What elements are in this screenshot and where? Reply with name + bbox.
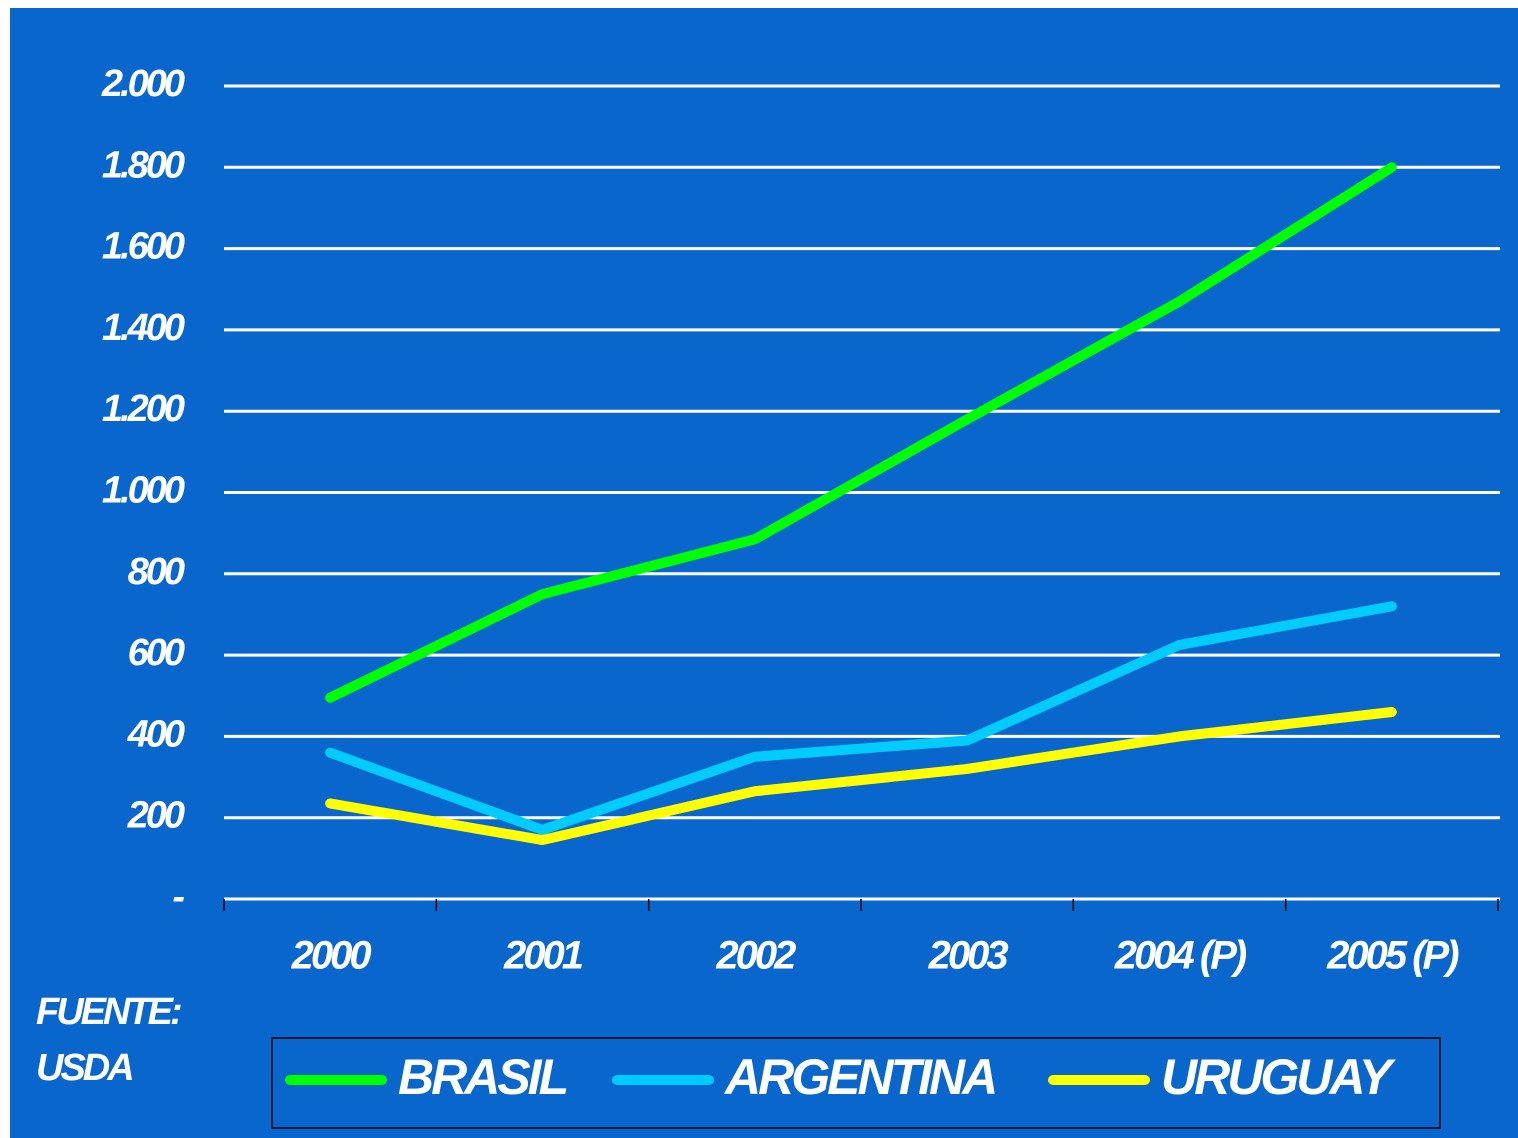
y-tick-label: 2.000 — [101, 63, 185, 105]
legend-box — [271, 1037, 1441, 1129]
y-tick-label: 400 — [127, 713, 185, 755]
x-tick-label: 2001 — [503, 934, 583, 978]
y-tick-label: 200 — [127, 795, 185, 837]
y-tick-label: 1.200 — [102, 388, 185, 430]
x-tick-label: 2002 — [715, 934, 796, 978]
source-note: FUENTE: — [36, 991, 181, 1033]
x-tick-label: 2000 — [291, 934, 372, 978]
y-tick-label: 1.400 — [102, 307, 185, 349]
source-note: USDA — [36, 1047, 132, 1089]
y-tick-label: 1.000 — [102, 470, 185, 512]
legend-label: URUGUAY — [1161, 1049, 1397, 1105]
x-tick-label: 2004 (P) — [1114, 934, 1247, 978]
legend-label: ARGENTINA — [723, 1049, 995, 1105]
y-tick-label: 800 — [128, 551, 185, 593]
series-line — [325, 162, 1397, 703]
y-tick-label: 1.800 — [102, 144, 185, 186]
y-tick-label: 1.600 — [102, 226, 185, 268]
y-tick-label: 600 — [128, 632, 185, 674]
x-tick-label: 2005 (P) — [1326, 934, 1459, 978]
legend-label: BRASIL — [398, 1049, 567, 1105]
series-line — [325, 601, 1397, 835]
x-tick-label: 2003 — [928, 934, 1009, 978]
series-line — [325, 707, 1397, 846]
